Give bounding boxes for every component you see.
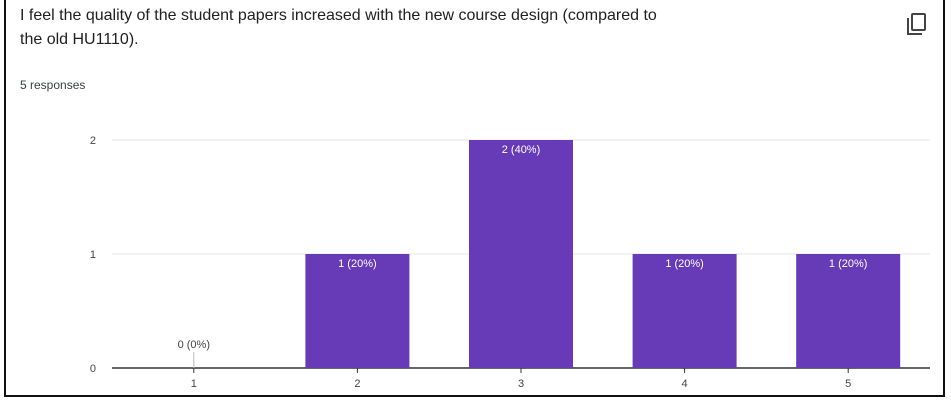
data-label: 0 (0%) [178, 339, 210, 351]
x-tick-label: 1 [191, 378, 197, 390]
data-label: 1 (20%) [338, 258, 377, 270]
data-label: 1 (20%) [829, 258, 868, 270]
bar[interactable] [469, 140, 573, 368]
x-tick-label: 3 [518, 378, 524, 390]
x-axis-ticks: 1 2 3 4 5 [191, 368, 851, 390]
y-axis-ticks: 0 1 2 [90, 135, 96, 375]
data-label: 1 (20%) [665, 258, 704, 270]
bar[interactable] [305, 254, 410, 368]
response-count: 5 responses [20, 78, 86, 92]
x-tick-label: 2 [354, 378, 360, 390]
y-tick-label: 0 [90, 363, 96, 375]
question-title-line-1: I feel the quality of the student papers… [20, 7, 657, 24]
data-label: 2 (40%) [502, 144, 541, 156]
bar[interactable] [796, 254, 901, 368]
bar[interactable] [632, 254, 737, 368]
data-labels: 0 (0%) 1 (20%) 2 (40%) 1 (20%) 1 (20%) [178, 144, 868, 351]
question-title-line-2: the old HU1110). [20, 31, 139, 48]
y-tick-label: 2 [90, 135, 96, 147]
bars [193, 140, 901, 368]
copy-icon[interactable] [905, 12, 929, 38]
x-tick-label: 5 [845, 378, 851, 390]
question-title: I feel the quality of the student papers… [20, 4, 880, 52]
x-tick-label: 4 [682, 378, 688, 390]
y-tick-label: 1 [90, 249, 96, 261]
